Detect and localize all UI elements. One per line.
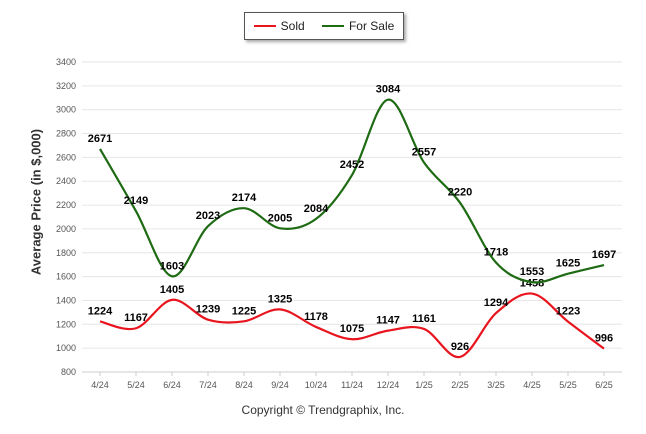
data-label-for-sale: 1718: [484, 247, 508, 259]
y-tick-label: 1000: [56, 343, 76, 353]
data-label-sold: 1239: [196, 304, 220, 316]
x-tick-label: 9/24: [271, 380, 289, 390]
data-label-sold: 1161: [412, 313, 436, 325]
data-label-sold: 926: [451, 341, 469, 353]
y-tick-label: 3000: [56, 105, 76, 115]
legend-label-sold: Sold: [280, 19, 305, 33]
x-tick-label: 10/24: [305, 380, 328, 390]
data-label-sold: 1225: [232, 305, 256, 317]
data-label-for-sale: 2084: [304, 203, 329, 215]
data-label-sold: 1224: [88, 305, 113, 317]
y-tick-label: 1600: [56, 272, 76, 282]
x-tick-label: 5/25: [559, 380, 577, 390]
data-label-sold: 1178: [304, 311, 328, 323]
data-label-for-sale: 3084: [376, 84, 401, 96]
data-label-sold: 996: [595, 333, 613, 345]
legend-swatch-for-sale: [321, 25, 344, 27]
data-label-for-sale: 1603: [160, 260, 184, 272]
series-line-for-sale: [99, 98, 605, 284]
y-tick-label: 2400: [56, 176, 76, 186]
data-label-for-sale: 2174: [232, 192, 257, 204]
data-label-for-sale: 2220: [448, 187, 472, 199]
data-label-for-sale: 2452: [340, 159, 364, 171]
data-label-for-sale: 2149: [124, 195, 148, 207]
data-label-sold: 1147: [376, 315, 400, 327]
y-tick-label: 1800: [56, 248, 76, 258]
x-tick-label: 4/25: [523, 380, 541, 390]
data-label-sold: 1223: [556, 306, 580, 318]
y-tick-label: 3400: [56, 57, 76, 67]
legend-swatch-sold: [253, 25, 276, 27]
y-tick-label: 3200: [56, 81, 76, 91]
data-label-for-sale: 1625: [556, 258, 580, 270]
x-tick-label: 11/24: [341, 380, 363, 390]
data-label-sold: 1325: [268, 293, 292, 305]
data-label-sold: 1075: [340, 323, 364, 335]
data-label-for-sale: 1553: [520, 266, 544, 278]
series-line-sold: [99, 292, 605, 359]
x-tick-label: 6/24: [163, 380, 181, 390]
y-tick-label: 2200: [56, 200, 76, 210]
legend-item-sold: Sold: [253, 19, 305, 33]
y-tick-label: 2800: [56, 129, 76, 139]
copyright-text: Copyright © Trendgraphix, Inc.: [241, 403, 405, 417]
x-tick-label: 5/24: [127, 380, 145, 390]
y-tick-label: 1200: [56, 319, 76, 329]
data-label-for-sale: 2671: [88, 133, 112, 145]
x-tick-label: 8/24: [235, 380, 253, 390]
data-label-sold: 1294: [484, 297, 509, 309]
data-label-for-sale: 1697: [592, 249, 616, 261]
data-label-for-sale: 2557: [412, 147, 436, 159]
y-tick-label: 800: [61, 367, 76, 377]
x-tick-label: 4/24: [91, 380, 109, 390]
x-tick-label: 12/24: [377, 380, 400, 390]
data-label-sold: 1405: [160, 284, 184, 296]
data-label-for-sale: 2005: [268, 212, 292, 224]
y-tick-label: 1400: [56, 295, 76, 305]
legend-item-for-sale: For Sale: [321, 19, 395, 33]
x-tick-label: 1/25: [415, 380, 433, 390]
x-tick-label: 7/24: [199, 380, 217, 390]
x-tick-label: 6/25: [595, 380, 613, 390]
legend-label-for-sale: For Sale: [348, 19, 395, 33]
data-label-sold: 1167: [124, 312, 148, 324]
y-tick-label: 2000: [56, 224, 76, 234]
data-label-for-sale: 2023: [196, 210, 220, 222]
x-tick-label: 2/25: [451, 380, 469, 390]
legend: Sold For Sale: [244, 12, 404, 40]
y-tick-label: 2600: [56, 152, 76, 162]
x-tick-label: 3/25: [487, 380, 505, 390]
